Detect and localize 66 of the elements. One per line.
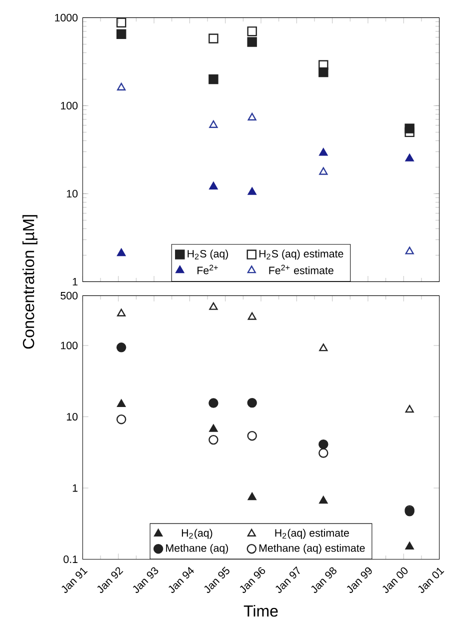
legend-label: H$_{2}$(aq) estimate (275, 528, 349, 539)
point (116, 342, 126, 352)
y-tick-label: 0.1 (64, 556, 78, 564)
point (405, 542, 414, 550)
point (116, 29, 126, 40)
x-tick-label: Jan 98 (311, 567, 336, 593)
point (208, 434, 218, 445)
y-tick-label: 1 (72, 278, 78, 286)
point (117, 399, 126, 407)
y-tick-label: 500 (60, 292, 78, 300)
legend-label: Methane (aq) (166, 544, 228, 554)
point (318, 60, 328, 70)
x-tick-label: Jan 94 (168, 567, 194, 593)
legend-label: H$_{2}$(aq) (182, 528, 212, 539)
point (116, 18, 126, 28)
x-axis-title: Time (244, 604, 278, 617)
y-tick-label: 100 (61, 342, 78, 350)
point (248, 187, 256, 195)
legend-label: H$_{2}$S (aq) (188, 250, 228, 260)
point (208, 34, 218, 44)
point (248, 492, 256, 500)
point (117, 82, 126, 90)
legend-label: Fe$^{2+}$ (198, 264, 218, 274)
x-tick-label: Jan 93 (132, 567, 158, 593)
point (404, 127, 414, 138)
x-tick-label: Jan 97 (276, 566, 300, 593)
legend-label: Fe$^{2+}$ estimate (269, 264, 334, 274)
x-tick-label: Jan 95 (204, 566, 230, 593)
x-tick-label: Jan 92 (97, 567, 124, 593)
x-tick-label: Jan 96 (240, 567, 266, 593)
point (247, 430, 257, 441)
point (319, 344, 328, 352)
point (319, 167, 328, 175)
point (209, 182, 218, 190)
point (209, 302, 218, 310)
point (319, 496, 328, 504)
y-tick-label: 10 (66, 413, 78, 421)
point (318, 440, 328, 450)
y-tick-label: 1 (72, 484, 78, 492)
point (117, 248, 126, 256)
legend-label: H$_{2}$S (aq) estimate (259, 250, 344, 260)
x-tick-label: Jan 99 (346, 567, 372, 593)
point (247, 26, 257, 36)
point (405, 154, 414, 162)
x-tick-label: Jan 91 (62, 568, 88, 593)
point (248, 112, 256, 120)
x-tick-label: Jan 00 (382, 567, 408, 593)
point (209, 424, 218, 432)
point (247, 37, 257, 47)
x-tick-label: Jan 01 (418, 568, 444, 593)
point (209, 120, 218, 128)
point (405, 405, 414, 413)
point (117, 308, 126, 316)
y-tick-label: 10 (66, 190, 78, 198)
point (405, 246, 414, 254)
y-axis-title: Concentration [µM] (22, 215, 38, 349)
point (116, 414, 126, 424)
point (319, 148, 328, 156)
point (318, 448, 328, 458)
legend-label: Methane (aq) estimate (259, 544, 365, 554)
point (248, 312, 256, 320)
point (208, 398, 218, 408)
point (247, 398, 257, 408)
y-tick-label: 100 (61, 102, 78, 110)
y-tick-label: 1000 (55, 14, 78, 22)
point (208, 74, 218, 84)
